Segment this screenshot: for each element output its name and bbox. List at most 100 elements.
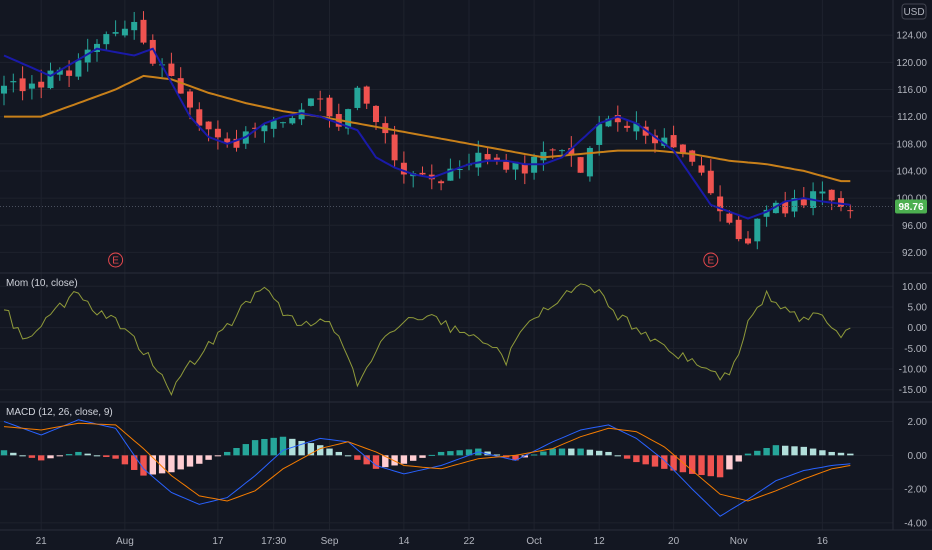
macd-histogram-bar bbox=[149, 455, 156, 475]
macd-histogram-bar bbox=[651, 455, 659, 467]
macd-histogram-bar bbox=[428, 454, 435, 456]
macd-histogram-bar bbox=[65, 454, 73, 456]
macd-histogram-bar bbox=[530, 454, 538, 456]
macd-histogram-bar bbox=[242, 444, 249, 456]
macd-histogram-bar bbox=[270, 437, 277, 456]
macd-histogram-bar bbox=[158, 455, 166, 474]
macd-histogram-bar bbox=[0, 450, 8, 456]
candle bbox=[763, 205, 770, 227]
macd-histogram-bar bbox=[819, 450, 826, 456]
axis-tick-label: 104.00 bbox=[896, 166, 927, 177]
macd-axis[interactable]: 2.00 0.00 -2.00 -4.00 bbox=[904, 417, 927, 529]
macd-histogram-bar bbox=[847, 453, 854, 456]
candle bbox=[131, 11, 138, 40]
candle bbox=[419, 166, 426, 176]
macd-histogram-bar bbox=[809, 448, 817, 456]
macd-histogram-bar bbox=[447, 451, 454, 456]
axis-tick-label: 100.00 bbox=[896, 194, 927, 205]
momentum-title: Mom (10, close) bbox=[6, 278, 78, 289]
macd-histogram-bar bbox=[84, 453, 91, 456]
grid bbox=[0, 0, 893, 530]
time-tick-label: 17:30 bbox=[261, 536, 286, 547]
candle bbox=[317, 90, 324, 112]
macd-title: MACD (12, 26, close, 9) bbox=[6, 407, 113, 418]
candle bbox=[456, 160, 463, 179]
candle bbox=[689, 149, 696, 166]
candle bbox=[373, 105, 379, 130]
candle bbox=[391, 125, 398, 167]
time-tick-label: 20 bbox=[668, 536, 680, 547]
axis-tick-label: 108.00 bbox=[896, 139, 927, 150]
time-axis[interactable]: 21 Aug 17 17:30 Sep 14 22 Oct 12 20 Nov 16 bbox=[36, 536, 829, 547]
macd-pane[interactable]: MACD (12, 26, close, 9) bbox=[0, 407, 854, 517]
candle bbox=[438, 179, 445, 191]
macd-histogram-bar bbox=[596, 450, 603, 456]
time-tick-label: 22 bbox=[463, 536, 475, 547]
macd-histogram-bar bbox=[56, 455, 63, 457]
macd-histogram-bar bbox=[512, 455, 519, 461]
macd-histogram-bar bbox=[168, 455, 175, 473]
candle bbox=[363, 85, 370, 110]
macd-histogram-bar bbox=[828, 451, 835, 456]
candle bbox=[605, 115, 612, 128]
price-axis[interactable]: 124.00 120.00 116.00 112.00 108.00 104.00 100.… bbox=[896, 31, 927, 259]
axis-tick-label: 0.00 bbox=[908, 323, 928, 334]
candle bbox=[177, 67, 184, 94]
axis-tick-label: 120.00 bbox=[896, 58, 927, 69]
candle bbox=[670, 125, 677, 148]
momentum-axis[interactable]: 10.00 5.00 0.00 -5.00 -10.00 -15.00 bbox=[899, 282, 928, 396]
axis-tick-label: 10.00 bbox=[902, 282, 927, 293]
macd-histogram-bar bbox=[391, 455, 398, 466]
candle bbox=[503, 153, 510, 173]
macd-histogram-bar bbox=[410, 455, 417, 461]
macd-histogram-bar bbox=[633, 455, 640, 463]
axis-tick-label: 112.00 bbox=[897, 112, 927, 123]
candle bbox=[19, 66, 26, 101]
macd-histogram-bar bbox=[186, 455, 194, 467]
svg-text:E: E bbox=[707, 256, 714, 267]
candle bbox=[707, 159, 714, 195]
candle bbox=[10, 73, 17, 93]
macd-histogram-bar bbox=[233, 448, 240, 456]
candle bbox=[214, 120, 221, 150]
time-tick-label: 21 bbox=[36, 536, 48, 547]
candle bbox=[745, 231, 751, 245]
axis-tick-label: 96.00 bbox=[902, 221, 927, 232]
macd-histogram-bar bbox=[354, 455, 361, 460]
axis-tick-label: -5.00 bbox=[904, 344, 927, 355]
sma-slow-line bbox=[4, 74, 851, 183]
candle bbox=[224, 132, 231, 148]
earnings-marker[interactable]: E bbox=[703, 252, 719, 268]
candle bbox=[103, 31, 110, 51]
macd-histogram-bar bbox=[363, 455, 370, 465]
last-price-badge: 98.76 bbox=[895, 199, 927, 214]
currency-badge[interactable]: USD bbox=[901, 3, 927, 20]
macd-histogram-bar bbox=[121, 455, 129, 465]
candle bbox=[289, 115, 296, 125]
axis-tick-label: 116.00 bbox=[897, 85, 927, 96]
candle bbox=[679, 144, 686, 158]
momentum-pane[interactable]: Mom (10, close) bbox=[3, 278, 851, 396]
time-tick-label: Nov bbox=[730, 536, 748, 547]
axis-tick-label: -4.00 bbox=[904, 518, 927, 529]
macd-histogram-bar bbox=[642, 455, 649, 465]
macd-histogram-bar bbox=[279, 436, 287, 456]
candle bbox=[307, 98, 314, 107]
macd-histogram-bar bbox=[614, 455, 621, 457]
svg-text:E: E bbox=[112, 256, 119, 267]
macd-histogram-bar bbox=[558, 448, 566, 456]
macd-histogram-bar bbox=[214, 455, 222, 457]
earnings-marker[interactable]: E bbox=[108, 252, 124, 268]
candle bbox=[838, 191, 844, 212]
macd-histogram-bar bbox=[298, 440, 305, 456]
time-tick-label: Oct bbox=[526, 536, 542, 547]
last-price-label: 98.76 bbox=[898, 202, 923, 213]
candle bbox=[633, 111, 640, 140]
axis-tick-label: 0.00 bbox=[908, 451, 928, 462]
macd-line bbox=[3, 419, 851, 517]
macd-histogram-bar bbox=[521, 455, 528, 458]
